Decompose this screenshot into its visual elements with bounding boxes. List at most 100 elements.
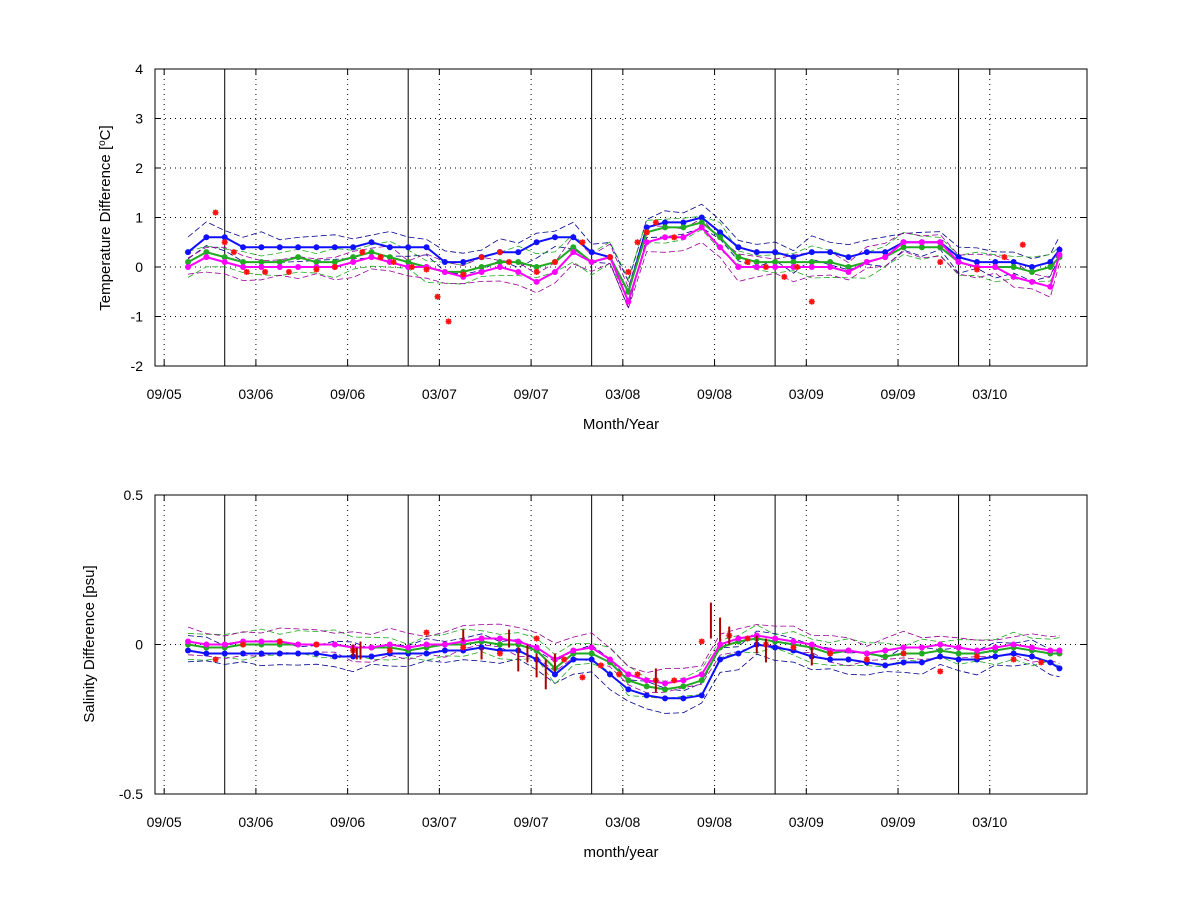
star-stroke [1020, 241, 1026, 248]
star-stroke [744, 259, 751, 265]
salinity-red-star-point [634, 671, 641, 678]
temperature-green-point [772, 259, 779, 266]
temperature-xtick-label: 09/07 [514, 386, 549, 402]
temperature-magenta-point [258, 264, 265, 270]
salinity-magenta-point [662, 680, 669, 687]
temperature-magenta-point [1047, 283, 1054, 290]
temperature-red-star-point [359, 249, 366, 256]
star-stroke [286, 269, 292, 275]
temperature-green-point [313, 259, 320, 266]
salinity-blue-point [662, 695, 669, 702]
temperature-magenta-point [882, 254, 889, 261]
salinity-magenta-point [570, 647, 577, 654]
temperature-blue-point [882, 249, 889, 256]
salinity-blue-point [368, 653, 375, 660]
temperature-xtick-label: 09/09 [881, 386, 916, 402]
salinity-magenta-point [845, 647, 852, 654]
salinity-red-star-point [496, 650, 503, 657]
temperature-blue-point [588, 249, 595, 256]
temperature-red-star-point [634, 239, 641, 246]
salinity-blue-point [937, 653, 944, 660]
star-stroke [827, 650, 833, 657]
temperature-blue-point [845, 254, 852, 261]
temperature-blue-point [827, 249, 834, 256]
salinity-magenta-point [772, 635, 779, 642]
temperature-ytick-label: -1 [131, 309, 144, 325]
salinity-magenta-envelope [187, 623, 1060, 674]
salinity-blue-point [992, 653, 999, 660]
temperature-magenta-point [1010, 273, 1017, 280]
star-stroke [332, 264, 338, 270]
salinity-xlabel: month/year [583, 844, 658, 861]
star-stroke [634, 239, 641, 246]
temperature-blue-point [313, 244, 320, 251]
salinity-blue-point [772, 644, 779, 651]
salinity-green-point [937, 647, 944, 654]
star-stroke [240, 641, 246, 648]
salinity-xtick-label: 09/07 [514, 814, 549, 830]
temperature-blue-point [863, 249, 870, 256]
star-stroke [262, 269, 268, 275]
salinity-red-star-point [698, 638, 705, 645]
salinity-ylabel: Salinity Difference [psu] [81, 565, 98, 722]
star-stroke [698, 638, 705, 645]
salinity-green-point [882, 653, 889, 660]
temperature-green-point [221, 254, 228, 261]
salinity-xtick-label: 09/08 [697, 814, 732, 830]
salinity-red-star-point [423, 629, 430, 636]
salinity-blue-point [1028, 653, 1035, 660]
salinity-blue-envelope [187, 653, 1060, 714]
star-stroke [1038, 659, 1044, 666]
star-stroke [423, 629, 430, 636]
star-stroke [864, 656, 870, 663]
salinity-xtick-label: 03/07 [422, 814, 457, 830]
temperature-magenta-point [515, 268, 522, 275]
temperature-ylabel: Temperature Difference [oC] [97, 125, 115, 310]
star-stroke [533, 269, 540, 275]
salinity-red-star-point [827, 650, 834, 657]
temperature-magenta-point [295, 264, 302, 270]
temperature-green-point [753, 259, 760, 266]
star-stroke [533, 635, 540, 642]
salinity-magenta-point [588, 644, 595, 651]
temperature-ytick-label: 3 [135, 111, 143, 127]
temperature-magenta-point [643, 239, 650, 246]
temperature-ytick-label: 1 [135, 210, 143, 226]
temperature-xtick-label: 03/06 [238, 386, 273, 402]
salinity-magenta-point [478, 635, 485, 642]
salinity-blue-point [295, 650, 302, 657]
temperature-magenta-series-line [187, 226, 1061, 305]
temperature-green-point [386, 254, 393, 261]
star-stroke [671, 234, 677, 241]
salinity-blue-point [240, 650, 247, 657]
temperature-blue-point [331, 244, 338, 251]
salinity-magenta-point [625, 671, 632, 678]
star-stroke [974, 266, 980, 273]
temperature-magenta-point [863, 259, 870, 266]
temperature-green-point [625, 288, 632, 295]
star-stroke [359, 249, 366, 255]
temperature-xtick-label: 09/05 [147, 386, 182, 402]
temperature-magenta-point [1056, 251, 1063, 258]
temperature-ytick-label: 0 [135, 259, 143, 275]
salinity-blue-point [827, 656, 834, 663]
star-stroke [607, 254, 613, 260]
salinity-blue-point [570, 656, 577, 663]
temperature-green-point [368, 249, 375, 256]
temperature-red-star-point [533, 268, 540, 275]
temperature-green-point [735, 254, 742, 261]
salinity-blue-point [185, 647, 192, 654]
temperature-green-point [515, 259, 522, 266]
temperature-blue-point [698, 214, 705, 221]
temperature-green-point [680, 224, 687, 231]
salinity-red-star-point [1010, 656, 1017, 663]
salinity-blue-point [606, 671, 613, 678]
temperature-magenta-point [203, 254, 210, 261]
salinity-magenta-point [918, 644, 925, 651]
temperature-magenta-point [918, 239, 925, 246]
salinity-blue-point [680, 695, 687, 702]
salinity-green-point [680, 683, 687, 690]
temperature-red-star-point [937, 259, 944, 266]
star-stroke [497, 650, 503, 657]
salinity-green-point [918, 650, 925, 657]
